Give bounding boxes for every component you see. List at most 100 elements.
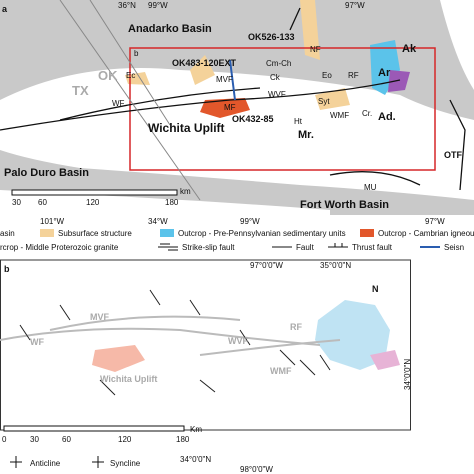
place-label: WMF — [330, 111, 349, 120]
study-box — [129, 47, 436, 171]
coord-label: 36°N — [118, 1, 136, 10]
syncline-symbol — [92, 456, 104, 468]
place-label: Anadarko Basin — [128, 23, 212, 35]
place-label: NF — [310, 45, 321, 54]
legend-label: asin — [0, 229, 15, 238]
scale-label: 120 — [86, 198, 100, 207]
scale-label: 0 — [2, 435, 7, 444]
legend-label: Strike-slip fault — [182, 243, 235, 252]
place-label: Wichita Uplift — [100, 374, 157, 384]
scale-label: 30 — [12, 198, 21, 207]
igneous-outcrop — [200, 98, 250, 118]
place-label: MF — [224, 103, 236, 112]
place-label: MVF — [216, 75, 233, 84]
igneous-outcrop — [92, 345, 145, 372]
north-arrow: N — [372, 284, 379, 294]
legend-label: Outcrop - Pre-Pennsylvanian sedimentary … — [178, 229, 346, 238]
coord-label: 97°0'0"W — [250, 261, 283, 270]
scale-label: 180 — [176, 435, 190, 444]
scale-label: 60 — [62, 435, 71, 444]
legend: asin Subsurface structure Outcrop - Pre-… — [0, 229, 474, 252]
scale-label: Km — [190, 425, 202, 434]
coord-label: 98°0'0"W — [240, 465, 273, 474]
coord-label: 97°W — [425, 217, 445, 226]
granite-outcrop — [370, 350, 400, 370]
place-label: Ad. — [378, 111, 396, 123]
legend-symbol — [158, 243, 178, 251]
place-label: Ht — [294, 117, 303, 126]
legend-label: rcrop - Middle Proterozoic granite — [0, 243, 119, 252]
place-label: OK — [98, 68, 118, 83]
place-label: WF — [30, 337, 44, 347]
place-label: RF — [348, 71, 359, 80]
place-label: Ck — [270, 73, 281, 82]
scale-label: 30 — [30, 435, 39, 444]
legend-symbol — [328, 243, 348, 248]
anticline-symbol — [10, 456, 22, 468]
place-label: Cr. — [362, 109, 372, 118]
state-line — [59, 0, 201, 201]
legend-swatch — [360, 229, 374, 237]
basin-edge — [0, 190, 330, 215]
platform-area — [0, 68, 474, 200]
coord-label: 101°W — [40, 217, 65, 226]
coord-label: 34°W — [148, 217, 168, 226]
legend-label: Thrust fault — [352, 243, 393, 252]
place-label: Eo — [322, 71, 332, 80]
place-label: Ar — [378, 67, 391, 79]
place-label: Cm-Ch — [266, 59, 291, 68]
place-label: Ak — [402, 43, 417, 55]
panel-label: a — [2, 4, 8, 14]
scale-label: km — [180, 187, 191, 196]
coord-label: 99°W — [240, 217, 260, 226]
legend-swatch — [160, 229, 174, 237]
legend-label: Anticline — [30, 459, 61, 468]
coord-label: 97°W — [345, 1, 365, 10]
coord-label: 34°0'0"N — [180, 455, 211, 464]
scale-bar — [11, 189, 178, 196]
panel-label: b — [4, 264, 10, 274]
place-label: Mr. — [298, 129, 314, 141]
scale-bar — [3, 425, 185, 432]
panel-b: b 97°0'0"W 35°0'0"N 34°0'0"N 34°0'0"N 98… — [0, 259, 412, 474]
subsurface-structure — [125, 0, 350, 110]
scale-label: 120 — [118, 435, 132, 444]
place-label: RF — [290, 322, 302, 332]
place-label: Palo Duro Basin — [4, 167, 89, 179]
granite-outcrop — [388, 70, 410, 92]
coord-label: 99°W — [148, 1, 168, 10]
legend-label: Syncline — [110, 459, 141, 468]
place-label: OK432-85 — [232, 114, 274, 124]
legend-label: Fault — [296, 243, 315, 252]
place-label: OK483-120EXT — [172, 58, 237, 68]
place-label: WF — [112, 99, 125, 108]
panel-a: a 36°N 99°W 97°W Anadarko Basin OK526-13… — [0, 0, 474, 215]
coord-label: 34°0'0"N — [403, 359, 412, 390]
place-label: WMF — [270, 366, 292, 376]
east-area — [440, 0, 474, 90]
place-label: OK526-133 — [248, 32, 295, 42]
fault-lines — [0, 7, 466, 191]
place-label: WVF — [228, 336, 248, 346]
place-label: Ec — [126, 71, 135, 80]
place-label: MU — [364, 183, 377, 192]
place-label: TX — [72, 83, 89, 98]
fault-lines — [0, 315, 341, 356]
fold-axes — [19, 289, 331, 396]
place-label: Wichita Uplift — [148, 121, 225, 135]
scale-label: 60 — [38, 198, 47, 207]
place-label: Syt — [318, 97, 330, 106]
legend-swatch — [40, 229, 54, 237]
place-label: Fort Worth Basin — [300, 199, 389, 211]
place-label: MVF — [90, 312, 110, 322]
legend-label: Outcrop - Cambrian igneou — [378, 229, 474, 238]
place-label: b — [134, 49, 139, 58]
sedimentary-outcrop — [315, 300, 390, 370]
scale-label: 180 — [165, 198, 179, 207]
legend-label: Subsurface structure — [58, 229, 132, 238]
seismic-line — [229, 59, 236, 101]
place-label: OTF — [444, 150, 462, 160]
coord-label: 35°0'0"N — [320, 261, 351, 270]
place-label: WVF — [268, 90, 286, 99]
